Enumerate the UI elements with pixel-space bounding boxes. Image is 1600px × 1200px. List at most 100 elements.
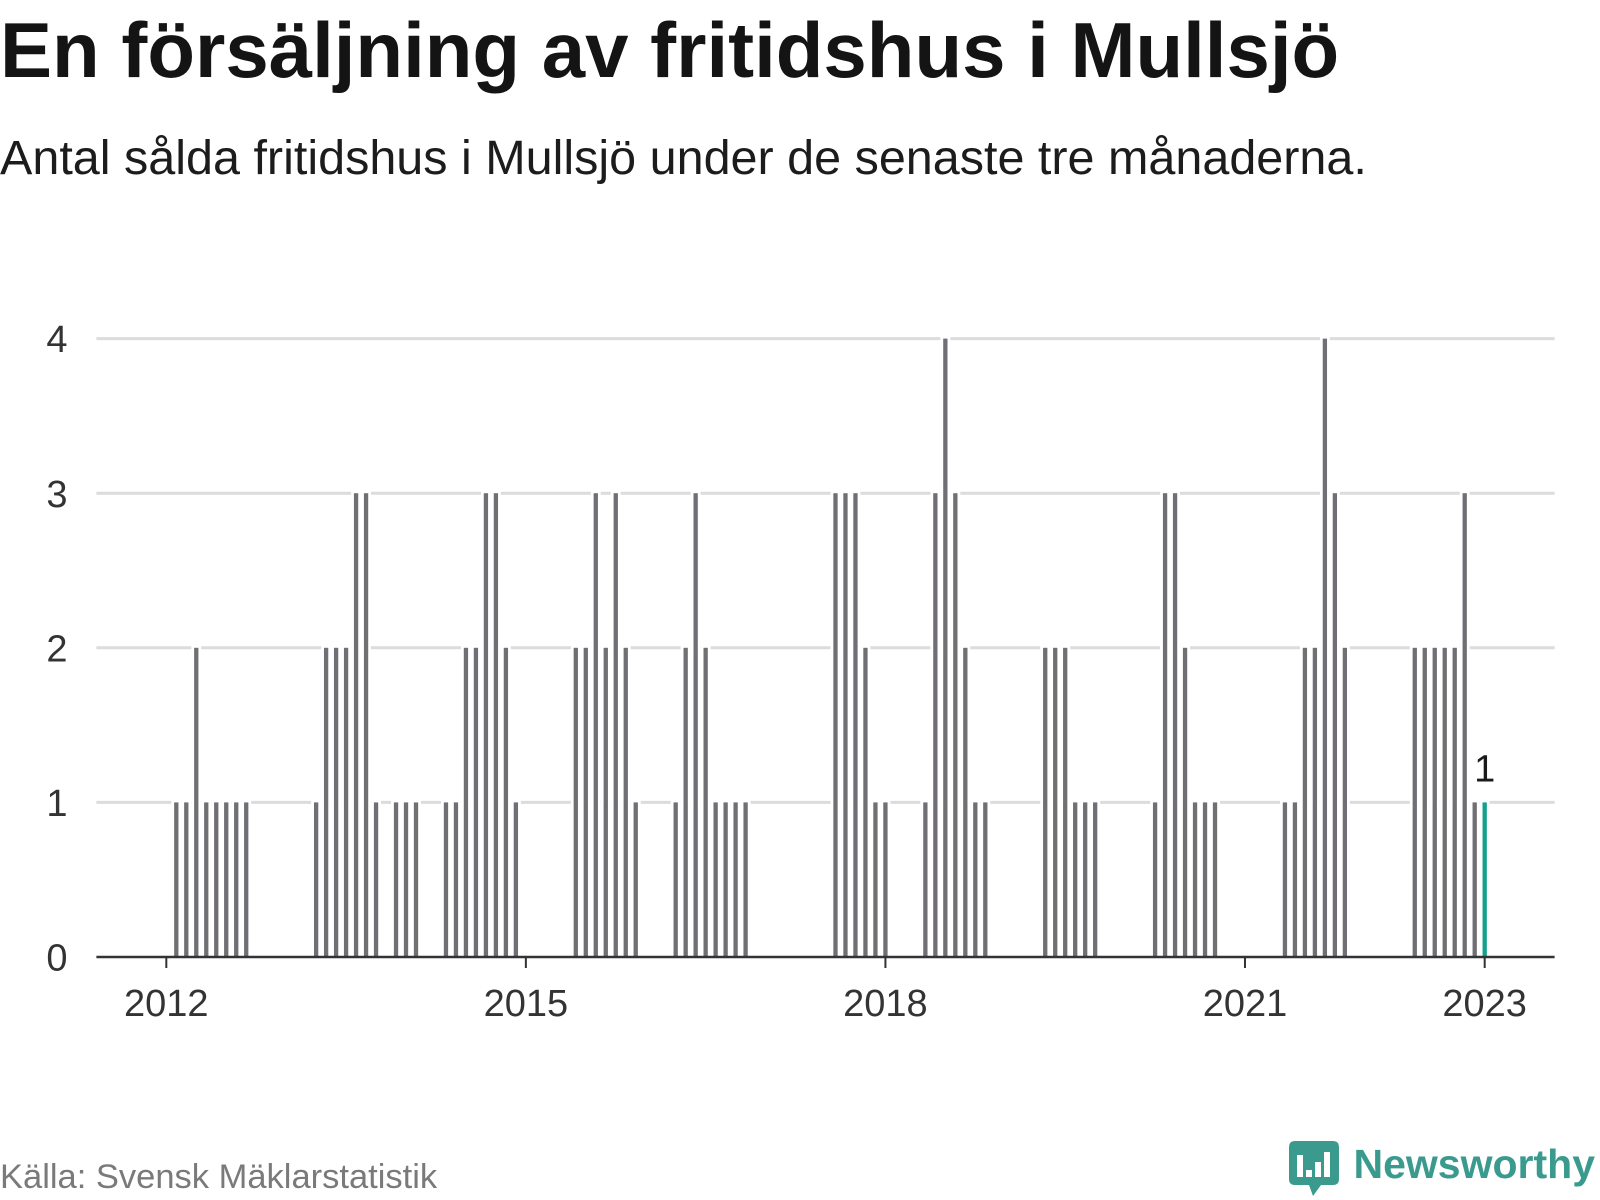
bar-2013-06 xyxy=(331,644,342,960)
bar-2016-11 xyxy=(740,799,751,960)
bar-2014-02 xyxy=(411,799,421,960)
bar-2022-10 xyxy=(1449,644,1460,960)
bar-2015-12 xyxy=(630,799,641,960)
bar-2014-01 xyxy=(401,799,411,960)
x-tick-label-2018: 2018 xyxy=(843,983,928,1025)
bar-2014-07 xyxy=(460,644,471,960)
bar-2018-06 xyxy=(930,490,941,960)
bar-2017-10 xyxy=(850,490,861,960)
value-label-2023-01: 1 xyxy=(1474,748,1495,790)
chart-title: En försäljning av fritidshus i Mullsjö xyxy=(0,6,1340,94)
bar-2016-06 xyxy=(690,490,701,960)
bar-2014-08 xyxy=(470,644,481,960)
bar-2016-05 xyxy=(680,644,691,960)
bar-2020-05 xyxy=(1160,490,1171,960)
bar-2012-06 xyxy=(211,799,222,960)
bar-2013-04 xyxy=(311,799,322,960)
bar-2020-06 xyxy=(1170,490,1181,960)
bar-2020-09 xyxy=(1200,799,1210,960)
bar-2017-12 xyxy=(870,799,881,960)
bar-2013-12 xyxy=(391,799,401,960)
bar-2012-04 xyxy=(191,644,202,960)
bar-2017-08 xyxy=(830,490,841,960)
bars xyxy=(171,335,1490,960)
bar-2015-08 xyxy=(590,490,601,960)
bar-2021-06 xyxy=(1289,799,1300,960)
bar-2022-08 xyxy=(1429,644,1440,960)
bar-2013-08 xyxy=(351,490,362,960)
bar-2022-11 xyxy=(1459,490,1470,960)
x-tick-label-2012: 2012 xyxy=(124,983,209,1025)
bar-2013-05 xyxy=(321,644,332,960)
bar-2022-07 xyxy=(1419,644,1430,960)
bar-2016-07 xyxy=(700,644,711,960)
bar-2015-10 xyxy=(610,490,621,960)
brand-logo: Newsworthy xyxy=(1289,1141,1595,1197)
bar-2018-01 xyxy=(880,799,891,960)
axis-labels: 0 1 2 3 4 2012 2015 2018 2021 2023 1 xyxy=(46,319,1527,1025)
bar-2017-09 xyxy=(840,490,851,960)
logo-bar xyxy=(1324,1152,1330,1177)
bar-2018-08 xyxy=(950,490,961,960)
bar-2020-04 xyxy=(1150,799,1161,960)
newsworthy-logo-icon xyxy=(1289,1141,1339,1196)
bar-2012-05 xyxy=(201,799,212,960)
bar-2021-10 xyxy=(1329,490,1340,960)
logo-bar xyxy=(1297,1155,1303,1177)
bar-2018-05 xyxy=(920,799,931,960)
x-tick-label-2015: 2015 xyxy=(484,983,569,1025)
bar-2018-10 xyxy=(970,799,981,960)
bar-2015-06 xyxy=(570,644,581,960)
bar-2022-06 xyxy=(1409,644,1420,960)
bar-2021-05 xyxy=(1279,799,1290,960)
chart-subtitle: Antal sålda fritidshus i Mullsjö under d… xyxy=(0,131,1367,185)
brand-name: Newsworthy xyxy=(1353,1141,1596,1187)
bar-2021-11 xyxy=(1339,644,1350,960)
bar-2016-04 xyxy=(670,799,681,960)
bar-2019-06 xyxy=(1050,644,1061,960)
bar-2016-09 xyxy=(720,799,731,960)
y-tick-label-4: 4 xyxy=(46,319,67,361)
bar-2021-07 xyxy=(1299,644,1310,960)
logo-bar xyxy=(1306,1170,1312,1177)
bar-2021-09 xyxy=(1319,335,1330,960)
bar-2019-05 xyxy=(1040,644,1051,960)
bar-2014-10 xyxy=(490,490,501,960)
y-tick-label-0: 0 xyxy=(46,938,67,980)
bar-2014-12 xyxy=(510,799,521,960)
bar-2013-09 xyxy=(361,490,372,960)
bar-2012-09 xyxy=(241,799,252,960)
bar-2019-09 xyxy=(1080,799,1091,960)
bar-2020-08 xyxy=(1190,799,1200,960)
bar-2020-07 xyxy=(1180,644,1191,960)
bar-2018-07 xyxy=(940,335,951,960)
bar-2013-10 xyxy=(371,799,382,960)
bar-2021-08 xyxy=(1309,644,1320,960)
bar-2012-07 xyxy=(221,799,232,960)
bar-2019-07 xyxy=(1060,644,1071,960)
logo-bubble xyxy=(1289,1141,1339,1196)
bar-2017-11 xyxy=(860,644,871,960)
source-note: Källa: Svensk Mäklarstatistik xyxy=(0,1158,438,1196)
bar-2023-01 xyxy=(1479,799,1490,960)
bar-2014-06 xyxy=(451,799,461,960)
bar-2016-08 xyxy=(710,799,721,960)
bar-2014-11 xyxy=(500,644,511,960)
bar-2015-07 xyxy=(580,644,591,960)
x-axis xyxy=(96,955,1555,968)
y-tick-label-3: 3 xyxy=(46,474,67,516)
bar-2015-09 xyxy=(600,644,611,960)
bar-2016-10 xyxy=(730,799,741,960)
y-tick-label-1: 1 xyxy=(46,783,67,825)
logo-bar xyxy=(1315,1162,1321,1177)
bar-2014-09 xyxy=(480,490,491,960)
bar-2020-10 xyxy=(1210,799,1220,960)
bar-2015-11 xyxy=(620,644,631,960)
y-tick-label-2: 2 xyxy=(46,628,67,670)
bar-2022-09 xyxy=(1439,644,1450,960)
bar-2013-07 xyxy=(341,644,352,960)
bar-2019-10 xyxy=(1090,799,1101,960)
bar-2014-05 xyxy=(441,799,451,960)
bar-2012-02 xyxy=(171,799,182,960)
